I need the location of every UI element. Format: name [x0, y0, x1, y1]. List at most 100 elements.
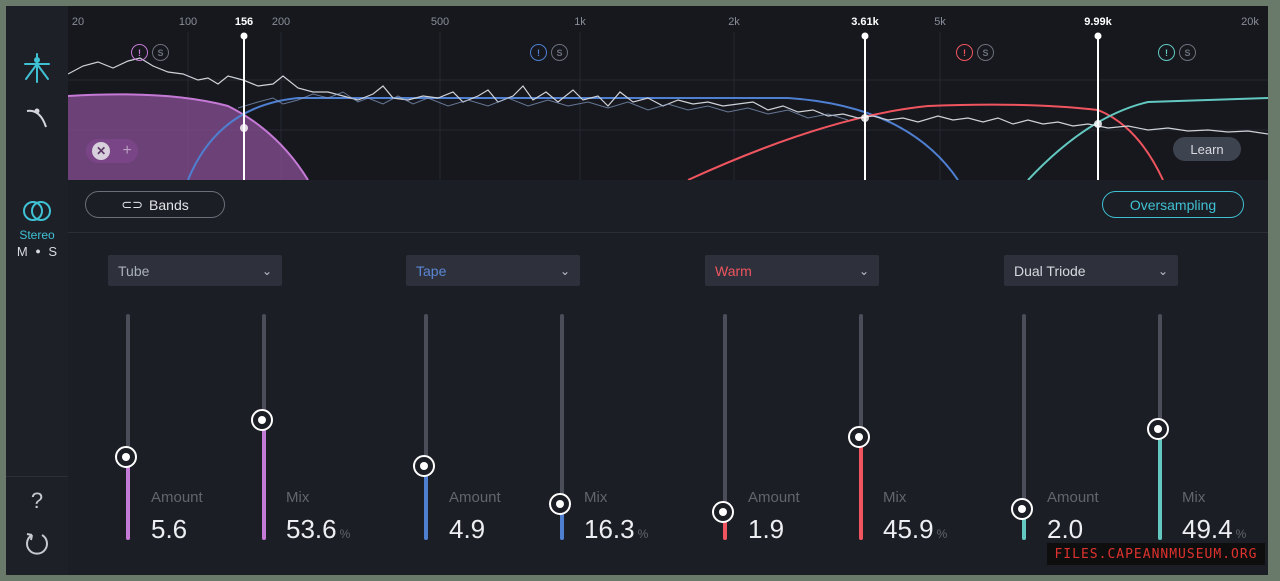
plugin-window: Stereo M ● S ? [6, 6, 1268, 575]
band-1-mode-dropdown[interactable]: Tube ⌄ [108, 255, 282, 286]
ms-separator-dot: ● [35, 246, 41, 256]
spectrum-display[interactable]: 20 100 200 500 1k 2k 5k 20k 156 3.61k 9.… [68, 6, 1268, 180]
solo-icon[interactable]: ! [131, 44, 148, 61]
mix-label: Mix [883, 489, 907, 506]
amount-slider[interactable] [115, 314, 137, 540]
help-icon[interactable]: ? [30, 488, 44, 513]
bands-button[interactable]: ⊂⊃ Bands [85, 191, 225, 218]
mix-value[interactable]: 16.3 [584, 514, 635, 544]
amount-value[interactable]: 5.6 [151, 514, 188, 544]
slider-thumb[interactable] [413, 455, 435, 478]
slider-fill [1158, 428, 1162, 540]
stereo-icon[interactable] [6, 196, 68, 226]
mix-slider[interactable] [251, 314, 273, 540]
dropdown-value: Dual Triode [1014, 262, 1086, 279]
crossover-2-label[interactable]: 3.61k [851, 16, 879, 28]
remove-band-icon[interactable]: ✕ [92, 142, 111, 160]
slider-fill [859, 436, 863, 540]
amount-label: Amount [151, 489, 203, 506]
band-controls-panel: ⊂⊃ Bands Oversampling Tube ⌄ Amount 5.6 … [68, 180, 1268, 575]
curve-icon[interactable] [6, 98, 68, 134]
mix-value-group: 45.9% [883, 514, 947, 545]
freq-tick: 100 [178, 16, 198, 28]
mid-button[interactable]: M [16, 244, 28, 259]
amount-label: Amount [449, 489, 501, 506]
freq-tick: 5k [934, 16, 946, 28]
band-2-solo-mute: ! S [530, 44, 568, 61]
amount-value[interactable]: 1.9 [748, 514, 785, 544]
amount-label: Amount [748, 489, 800, 506]
slider-fill [723, 510, 727, 540]
band-1-solo-mute: ! S [131, 44, 169, 61]
slider-fill [424, 465, 428, 540]
sidebar: Stereo M ● S ? [6, 6, 69, 575]
mute-icon[interactable]: S [152, 44, 169, 61]
reset-icon[interactable] [6, 526, 68, 560]
amount-slider[interactable] [413, 314, 435, 540]
mix-value-group: 53.6% [286, 514, 350, 545]
band-4-solo-mute: ! S [1158, 44, 1196, 61]
band-3: Warm ⌄ Amount 1.9 Mix 45.9% [665, 180, 955, 575]
side-button[interactable]: S [48, 244, 58, 259]
add-band-icon[interactable]: + [122, 142, 132, 159]
frequency-axis: 20 100 200 500 1k 2k 5k 20k 156 3.61k 9.… [68, 6, 1268, 32]
amount-value[interactable]: 4.9 [449, 514, 486, 544]
watermark: FILES.CAPEANNMUSEUM.ORG [1047, 543, 1265, 565]
mute-icon[interactable]: S [977, 44, 994, 61]
slider-fill [262, 418, 266, 540]
amount-slider[interactable] [712, 314, 734, 540]
band-4-mode-dropdown[interactable]: Dual Triode ⌄ [1004, 255, 1178, 286]
band-3-solo-mute: ! S [956, 44, 994, 61]
band-3-mode-dropdown[interactable]: Warm ⌄ [705, 255, 879, 286]
mix-unit: % [1235, 527, 1247, 541]
mix-label: Mix [584, 489, 608, 506]
mix-unit: % [936, 527, 948, 541]
multiband-icon[interactable] [6, 50, 68, 86]
mix-unit: % [339, 527, 351, 541]
learn-button[interactable]: Learn [1173, 137, 1241, 161]
freq-tick: 200 [271, 16, 291, 28]
slider-fill [560, 503, 564, 540]
mix-unit: % [637, 527, 649, 541]
slider-thumb[interactable] [549, 493, 571, 516]
mute-icon[interactable]: S [1179, 44, 1196, 61]
chevron-down-icon: ⌄ [559, 263, 570, 278]
crossover-3-label[interactable]: 9.99k [1084, 16, 1112, 28]
chevron-down-icon: ⌄ [858, 263, 869, 278]
mix-value[interactable]: 53.6 [286, 514, 337, 544]
dropdown-value: Tape [416, 262, 447, 279]
slider-thumb[interactable] [712, 500, 734, 523]
slider-thumb[interactable] [1147, 418, 1169, 441]
solo-icon[interactable]: ! [1158, 44, 1175, 61]
mix-value[interactable]: 49.4 [1182, 514, 1233, 544]
mix-value[interactable]: 45.9 [883, 514, 934, 544]
solo-icon[interactable]: ! [956, 44, 973, 61]
chevron-down-icon: ⌄ [1157, 263, 1168, 278]
slider-thumb[interactable] [115, 446, 137, 469]
crossover-1-label[interactable]: 156 [234, 16, 254, 28]
slider-thumb[interactable] [1011, 498, 1033, 521]
mix-slider[interactable] [549, 314, 571, 540]
spectrum-graph [68, 32, 1268, 180]
band-4: Dual Triode ⌄ Amount 2.0 Mix 49.4% [964, 180, 1254, 575]
slider-thumb[interactable] [848, 426, 870, 449]
amount-value[interactable]: 2.0 [1047, 514, 1084, 544]
oversampling-button[interactable]: Oversampling [1102, 191, 1244, 218]
amount-label: Amount [1047, 489, 1099, 506]
mix-label: Mix [286, 489, 310, 506]
sidebar-divider [6, 476, 68, 477]
divider [68, 232, 1268, 233]
slider-thumb[interactable] [251, 408, 273, 431]
amount-slider[interactable] [1011, 314, 1033, 540]
freq-tick: 20 [71, 16, 85, 28]
solo-icon[interactable]: ! [530, 44, 547, 61]
chevron-down-icon: ⌄ [261, 263, 272, 278]
mix-label: Mix [1182, 489, 1206, 506]
mid-side-selector: M ● S [6, 244, 68, 259]
mix-slider[interactable] [848, 314, 870, 540]
freq-tick: 2k [728, 16, 740, 28]
mute-icon[interactable]: S [551, 44, 568, 61]
stereo-label[interactable]: Stereo [19, 228, 55, 242]
band-2-mode-dropdown[interactable]: Tape ⌄ [406, 255, 580, 286]
mix-slider[interactable] [1147, 314, 1169, 540]
